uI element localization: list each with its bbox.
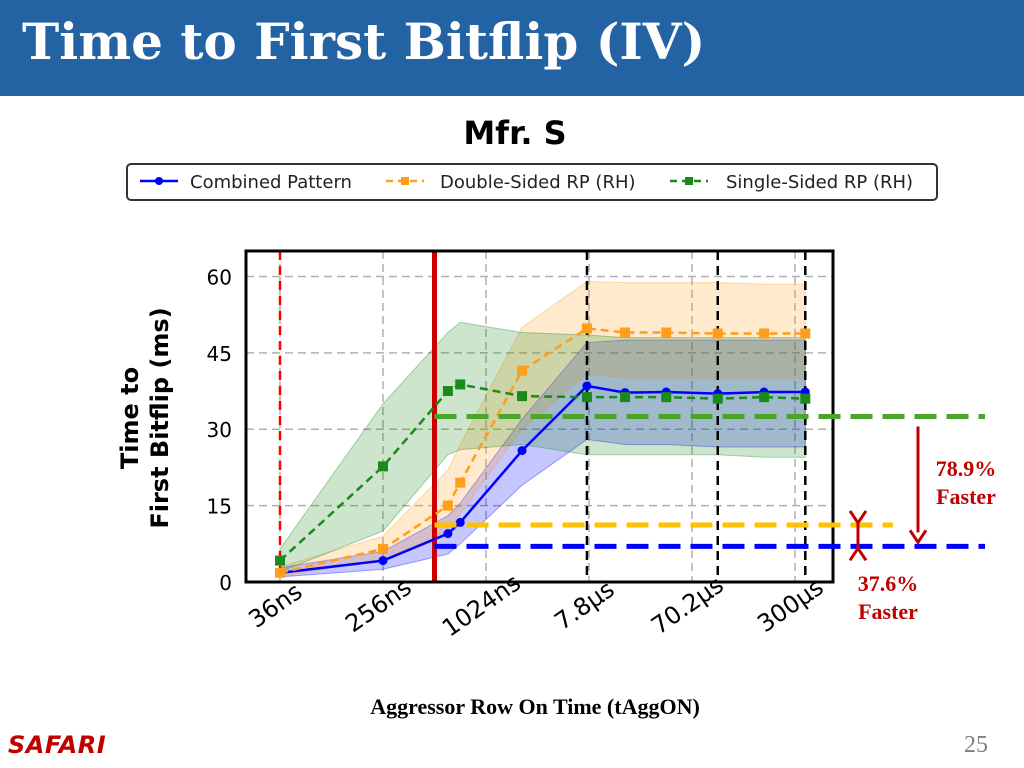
x-axis-label: Aggressor Row On Time (tAggON) <box>370 694 700 719</box>
series-1-point-0 <box>275 567 285 578</box>
series-1-point-2 <box>442 500 453 511</box>
legend-marker-1 <box>401 177 409 185</box>
series-1-point-4 <box>517 365 528 376</box>
series-2-point-10 <box>800 393 811 404</box>
legend-marker-2 <box>685 177 693 185</box>
series-2-point-6 <box>620 392 631 403</box>
x-tick-label-3: 7.8µs <box>549 575 619 636</box>
annotation-1-line-0: 37.6% <box>858 571 919 596</box>
series-2-point-7 <box>661 392 672 403</box>
y-tick-label-1: 15 <box>207 495 232 519</box>
legend-label-1: Double-Sided RP (RH) <box>440 172 636 193</box>
annotation-1-line-1: Faster <box>858 599 918 624</box>
page-number: 25 <box>964 732 988 758</box>
series-0-point-2 <box>443 529 453 539</box>
band-2 <box>279 321 806 573</box>
y-axis-label-line-1: First Bitflip (ms) <box>146 307 174 528</box>
series-0-point-4 <box>517 446 527 456</box>
series-2-point-3 <box>455 379 466 390</box>
annotation-0-line-0: 78.9% <box>936 456 997 481</box>
series-1-point-5 <box>581 323 592 334</box>
series-2-point-9 <box>759 392 770 403</box>
series-2-point-2 <box>442 386 453 397</box>
y-tick-label-4: 60 <box>207 265 232 289</box>
y-axis-label: Time toFirst Bitflip (ms) <box>116 307 174 528</box>
series-1-point-6 <box>620 327 631 338</box>
series-2-point-8 <box>712 393 723 404</box>
title-bar <box>0 0 1024 96</box>
y-axis-label-line-0: Time to <box>116 367 144 469</box>
legend-marker-0 <box>155 177 163 185</box>
series-1-point-9 <box>759 328 770 339</box>
series-2-point-1 <box>378 461 388 472</box>
arrow-37-head-bottom <box>848 545 868 562</box>
series-1-point-7 <box>661 327 672 338</box>
safari-logo: SAFARI <box>8 731 107 759</box>
slide-title: Time to First Bitflip (IV) <box>22 12 706 71</box>
y-tick-label-3: 45 <box>207 342 232 366</box>
y-tick-label-0: 0 <box>219 571 232 595</box>
chart-title: Mfr. S <box>463 114 566 152</box>
series-2-point-5 <box>581 392 592 403</box>
x-tick-label-0: 36ns <box>244 577 308 633</box>
series-0-point-3 <box>455 517 465 527</box>
arrow-78-head <box>908 529 928 546</box>
series-1-point-8 <box>712 328 723 339</box>
series-line-1 <box>279 327 806 575</box>
series-0-point-1 <box>378 556 388 566</box>
x-tick-label-2: 1024ns <box>437 569 526 643</box>
legend-box <box>126 163 938 201</box>
series-2-point-0 <box>275 555 285 566</box>
series-1-point-1 <box>378 543 388 554</box>
arrow-37-head-top <box>848 510 868 526</box>
series-1-point-10 <box>800 328 811 339</box>
y-tick-label-2: 30 <box>207 418 232 442</box>
series-0-point-5 <box>582 381 592 391</box>
annotation-0-line-1: Faster <box>936 484 996 509</box>
series-1-point-3 <box>455 477 466 488</box>
legend-label-0: Combined Pattern <box>190 172 352 193</box>
series-2-point-4 <box>517 391 528 402</box>
chart: Mfr. S Combined Pattern Double-Sided RP (R… <box>116 114 997 643</box>
legend-label-2: Single-Sided RP (RH) <box>726 172 913 193</box>
